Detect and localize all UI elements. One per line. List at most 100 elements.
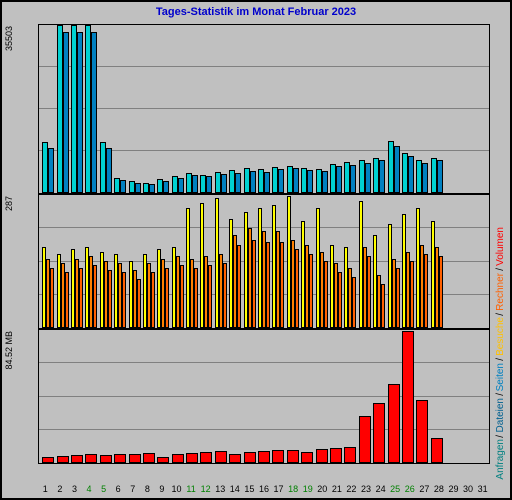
bar-rechner <box>266 242 270 328</box>
bar-dateien <box>422 163 428 193</box>
bar-group <box>401 25 415 193</box>
panel-volumen <box>38 329 490 464</box>
bar-rechner <box>338 272 342 328</box>
bar-group <box>214 25 228 193</box>
bar-group <box>199 195 213 328</box>
bar-volumen <box>287 450 299 463</box>
bar-dateien <box>264 172 270 193</box>
bar-group <box>228 25 242 193</box>
bar-dateien <box>221 174 227 193</box>
legend-separator: / <box>496 356 506 363</box>
bar-group <box>242 195 256 328</box>
bar-rechner <box>367 256 371 328</box>
bar-dateien <box>91 32 97 193</box>
bar-group <box>84 330 98 463</box>
bar-volumen <box>402 331 414 463</box>
bar-group <box>358 25 372 193</box>
bar-group <box>70 330 84 463</box>
bar-group <box>171 195 185 328</box>
bar-volumen <box>388 384 400 463</box>
bar-group <box>473 195 487 328</box>
bar-group <box>401 330 415 463</box>
bar-group <box>372 195 386 328</box>
bar-volumen <box>229 454 241 463</box>
bar-group <box>444 195 458 328</box>
bar-group <box>329 25 343 193</box>
bar-group <box>372 25 386 193</box>
bar-group <box>343 25 357 193</box>
bar-volumen <box>344 447 356 463</box>
bar-rechner <box>93 265 97 328</box>
x-tick-label: 14 <box>228 484 243 494</box>
bar-group <box>386 330 400 463</box>
x-tick-label: 24 <box>373 484 388 494</box>
x-tick-label: 23 <box>359 484 374 494</box>
bar-group <box>286 195 300 328</box>
bar-volumen <box>200 452 212 463</box>
bar-rechner <box>137 279 141 328</box>
x-axis-labels: 1234567891011121314151617181920212223242… <box>38 484 490 494</box>
bar-group <box>257 25 271 193</box>
bar-group <box>286 25 300 193</box>
x-tick-label: 16 <box>257 484 272 494</box>
bar-dateien <box>394 146 400 193</box>
x-tick-label: 6 <box>111 484 126 494</box>
bar-dateien <box>350 165 356 193</box>
bar-volumen <box>244 452 256 463</box>
bar-rechner <box>65 272 69 328</box>
bar-dateien <box>278 169 284 193</box>
legend-label-volumen: Volumen <box>496 227 506 266</box>
bar-group <box>185 195 199 328</box>
x-tick-label: 30 <box>461 484 476 494</box>
bar-rechner <box>324 261 328 328</box>
legend-label-dateien: Dateien <box>496 398 506 432</box>
bar-rechner <box>108 270 112 328</box>
bar-group <box>286 330 300 463</box>
bar-rechner <box>295 249 299 328</box>
bar-group <box>41 25 55 193</box>
bar-group <box>55 195 69 328</box>
x-tick-label: 21 <box>330 484 345 494</box>
bar-group <box>372 330 386 463</box>
bar-group <box>430 330 444 463</box>
bar-dateien <box>63 32 69 193</box>
bar-group <box>271 25 285 193</box>
bar-group <box>314 195 328 328</box>
bar-rechner <box>439 256 443 328</box>
bar-group <box>343 195 357 328</box>
bar-group <box>458 195 472 328</box>
bar-volumen <box>272 450 284 463</box>
bar-volumen <box>172 454 184 463</box>
bar-group <box>214 330 228 463</box>
bar-dateien <box>120 180 126 193</box>
bar-group <box>415 195 429 328</box>
bar-group <box>142 25 156 193</box>
bar-group <box>314 330 328 463</box>
bar-group <box>55 330 69 463</box>
legend-label-rechner: Rechner <box>496 273 506 311</box>
bar-dateien <box>163 181 169 193</box>
bar-group <box>127 330 141 463</box>
x-tick-label: 12 <box>198 484 213 494</box>
y-label-middle: 287 <box>4 196 14 211</box>
bar-dateien <box>178 178 184 193</box>
bar-dateien <box>77 32 83 193</box>
x-tick-label: 7 <box>125 484 140 494</box>
bar-volumen <box>42 457 54 463</box>
bar-group <box>415 330 429 463</box>
bar-dateien <box>106 148 112 193</box>
bar-group <box>70 25 84 193</box>
bar-volumen <box>71 455 83 463</box>
bar-group <box>156 330 170 463</box>
bar-rechner <box>208 265 212 328</box>
bar-group <box>430 25 444 193</box>
x-tick-label: 18 <box>286 484 301 494</box>
bar-volumen <box>129 454 141 463</box>
x-tick-label: 8 <box>140 484 155 494</box>
bar-rechner <box>194 268 198 328</box>
bar-volumen <box>186 453 198 463</box>
bar-dateien <box>149 184 155 193</box>
bar-group <box>199 330 213 463</box>
bar-rechner <box>352 277 356 328</box>
chart-container: Tages-Statistik im Monat Februar 2023 35… <box>0 0 512 500</box>
